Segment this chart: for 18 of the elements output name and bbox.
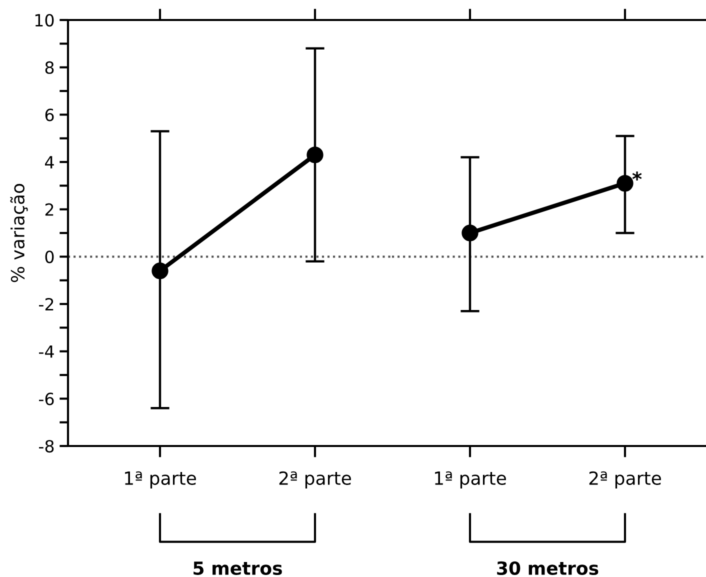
x-axis-title: 5 metros: [194, 562, 282, 575]
y-tick-label: 8: [45, 61, 54, 74]
y-tick-label: 6: [45, 108, 54, 122]
x-axis-title: 30 metros: [497, 561, 598, 575]
x-tick-label: 2ª parte: [589, 471, 661, 488]
y-tick-label: -2: [39, 298, 54, 310]
y-tick-label: -8: [39, 440, 54, 453]
y-tick-label: 10: [35, 14, 54, 27]
y-tick-label: -6: [39, 392, 54, 406]
y-axis-title: % variação: [10, 184, 28, 282]
y-tick-label: 4: [45, 156, 54, 168]
y-tick-label: -4: [39, 346, 54, 358]
x-tick-label: 1ª parte: [125, 471, 196, 488]
y-tick-label: 2: [45, 203, 54, 216]
x-tick-label: 1ª parte: [435, 471, 506, 488]
y-tick-label: 0: [45, 250, 54, 264]
annotation: *: [632, 171, 642, 180]
x-tick-label: 2ª parte: [279, 471, 351, 488]
